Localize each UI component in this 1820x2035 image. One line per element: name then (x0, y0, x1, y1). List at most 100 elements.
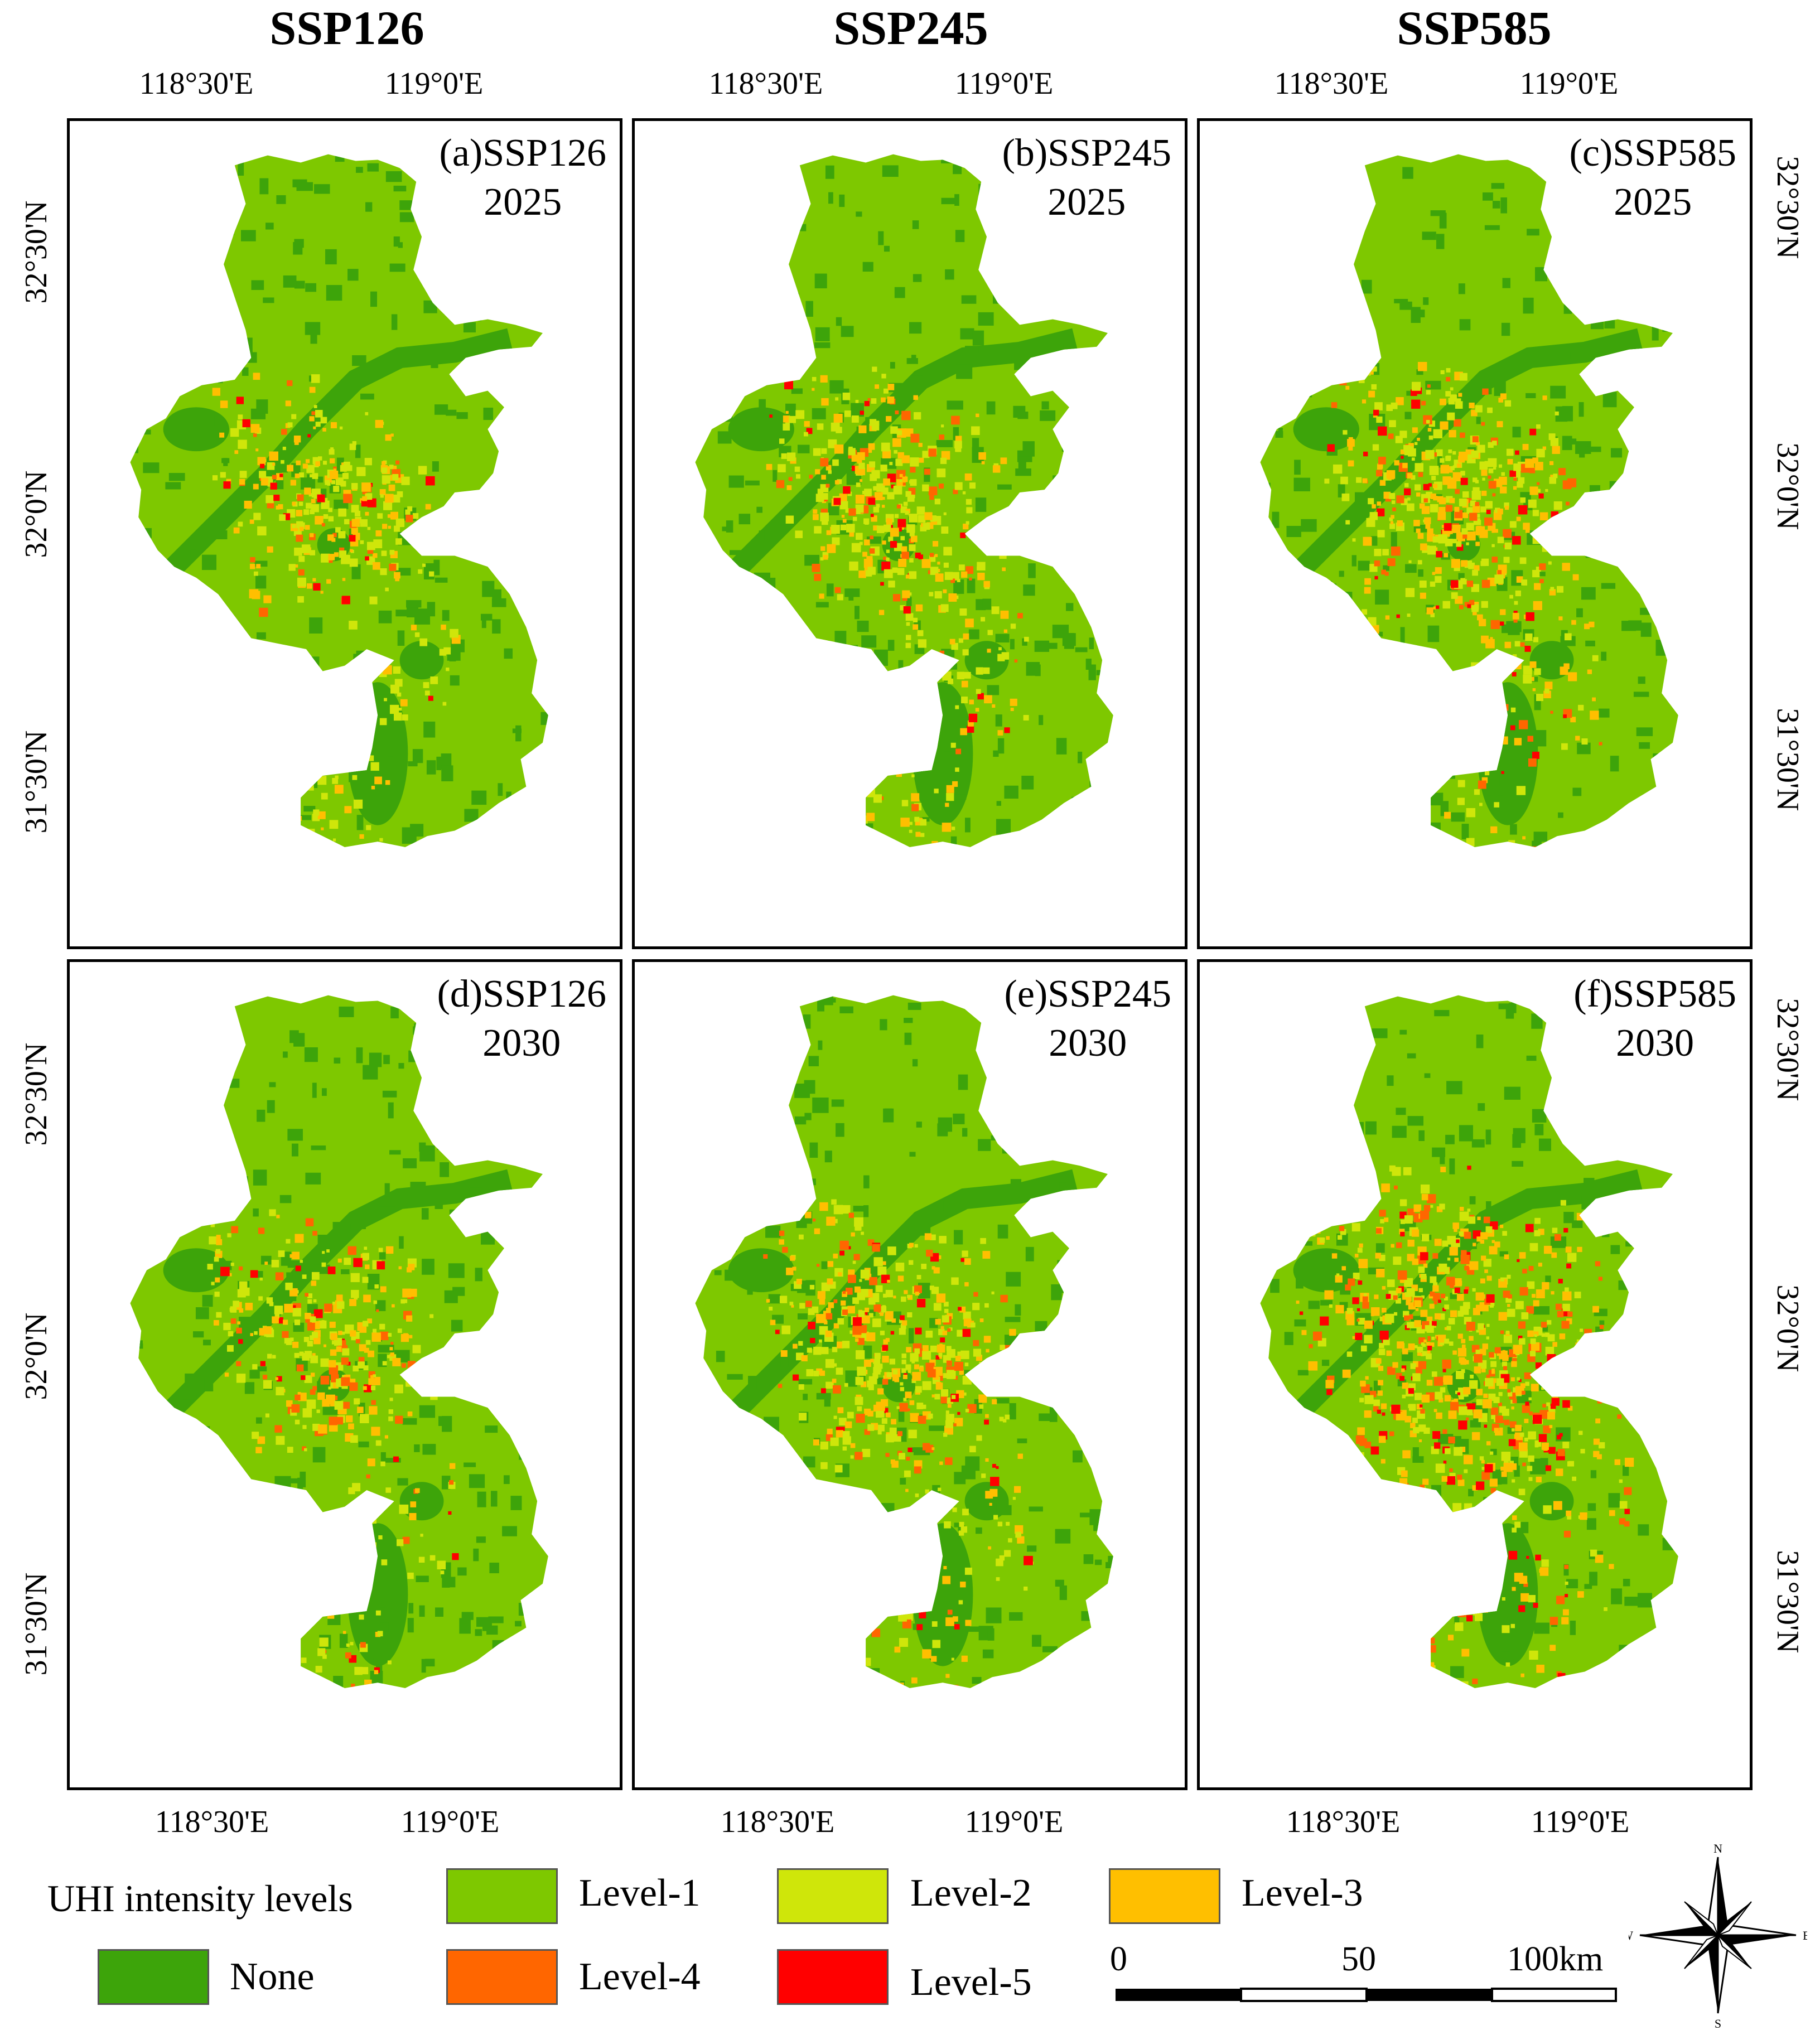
heat-cell (945, 1700, 949, 1704)
heat-cell (388, 1333, 392, 1337)
none-patch (757, 282, 768, 293)
heat-cell (961, 571, 968, 578)
heat-cell (984, 1419, 989, 1425)
heat-cell (937, 562, 940, 565)
heat-cell (942, 671, 952, 681)
heat-cell (864, 567, 870, 572)
heat-cell (1407, 1254, 1415, 1261)
none-patch (442, 610, 450, 621)
none-patch (1430, 1550, 1436, 1562)
heat-cell (354, 1570, 359, 1575)
heat-cell (993, 1515, 998, 1520)
none-patch (938, 1117, 953, 1132)
heat-cell (321, 778, 325, 782)
legend-swatch-level-5 (777, 1949, 889, 2005)
heat-cell (944, 550, 948, 554)
none-patch (704, 826, 717, 838)
heat-cell (859, 542, 863, 545)
none-patch (501, 1272, 513, 1285)
heat-cell (402, 1288, 412, 1298)
heat-cell (1356, 1215, 1362, 1221)
none-patch (1617, 1071, 1626, 1086)
heat-cell (1298, 1226, 1301, 1230)
top-lon-label: 119°0'E (954, 66, 1054, 101)
heat-cell (1507, 458, 1513, 465)
heat-cell (1512, 1515, 1517, 1520)
none-patch (952, 794, 967, 800)
none-patch (205, 1211, 220, 1219)
none-patch (1587, 1190, 1593, 1202)
heat-cell (1518, 1379, 1522, 1383)
none-patch (1370, 631, 1383, 637)
heat-cell (1567, 1253, 1577, 1262)
none-patch (1652, 326, 1659, 341)
none-patch (520, 504, 533, 513)
heat-cell (238, 414, 243, 420)
heat-cell (1533, 601, 1542, 611)
heat-cell (1572, 574, 1579, 581)
heat-cell (392, 1357, 401, 1366)
none-patch (1362, 1632, 1375, 1640)
none-patch (356, 815, 364, 830)
heat-cell (1531, 1689, 1536, 1695)
heat-cell (1439, 1203, 1445, 1210)
heat-cell (1008, 1538, 1012, 1543)
heat-cell (958, 1719, 967, 1728)
heat-cell (958, 1600, 963, 1604)
heat-cell (1402, 463, 1408, 468)
panel-label-b: (b)SSP245 2025 (1002, 132, 1171, 224)
heat-cell (398, 708, 402, 711)
heat-cell (890, 1459, 895, 1464)
heat-cell (353, 799, 363, 809)
none-patch (978, 1139, 991, 1151)
none-patch (198, 1032, 207, 1047)
none-patch (1267, 270, 1282, 279)
heat-cell (1536, 694, 1543, 702)
none-patch (350, 1224, 366, 1229)
heat-cell (1475, 1601, 1483, 1609)
heat-cell (1558, 1279, 1563, 1284)
heat-cell (276, 1435, 285, 1445)
heat-cell (917, 1703, 926, 1712)
heat-cell (891, 762, 899, 769)
heat-cell (350, 1642, 354, 1646)
heat-cell (376, 1309, 379, 1312)
none-patch (310, 333, 317, 344)
heat-cell (1000, 1294, 1008, 1303)
heat-cell (1545, 1465, 1552, 1471)
heat-cell (1549, 1645, 1556, 1651)
heat-cell (446, 668, 450, 671)
none-patch (1042, 1335, 1052, 1341)
heat-cell (311, 374, 320, 383)
heat-cell (1469, 513, 1478, 521)
none-patch (771, 655, 780, 671)
heat-cell (373, 1328, 377, 1333)
heat-cell (1536, 1289, 1545, 1298)
none-patch (309, 617, 323, 634)
heat-cell (897, 452, 904, 459)
none-patch (1293, 1146, 1307, 1159)
none-patch (1052, 625, 1069, 639)
heat-cell (863, 558, 873, 568)
none-patch (202, 1294, 213, 1307)
none-patch (863, 1175, 870, 1188)
heat-cell (1438, 1335, 1446, 1343)
none-patch (776, 198, 784, 207)
heat-cell (905, 1613, 913, 1621)
heat-cell (782, 1246, 788, 1253)
heat-cell (828, 470, 832, 474)
heat-cell (854, 1286, 861, 1293)
heat-cell (840, 784, 847, 791)
heat-cell (1362, 1302, 1369, 1309)
heat-cell (992, 1399, 997, 1405)
heat-cell (359, 1344, 366, 1352)
none-patch (793, 1490, 809, 1501)
none-patch (535, 369, 547, 378)
heat-cell (873, 506, 880, 513)
none-patch (326, 285, 342, 301)
none-patch (902, 1573, 908, 1582)
none-patch (457, 1567, 467, 1576)
none-patch (160, 1503, 177, 1512)
heat-cell (886, 549, 890, 553)
heat-cell (263, 595, 272, 603)
